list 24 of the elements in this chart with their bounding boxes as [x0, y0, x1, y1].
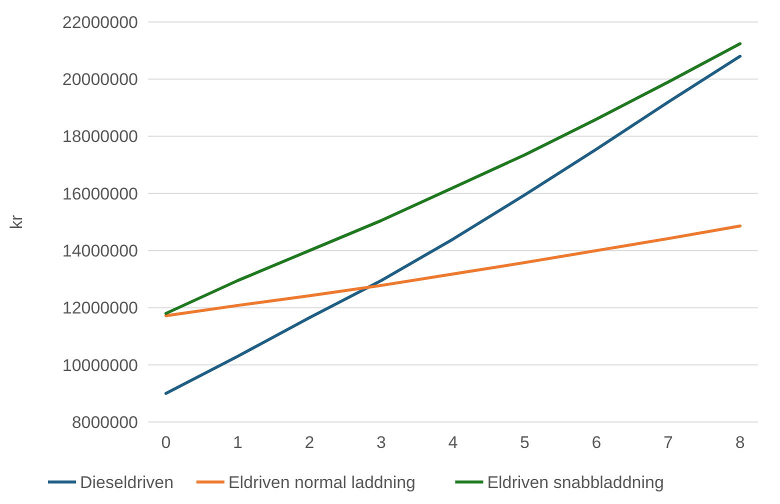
x-tick-label: 1: [232, 433, 242, 452]
x-tick-label: 2: [304, 433, 314, 452]
line-series: [164, 54, 742, 395]
y-tick-label: 16000000: [62, 184, 138, 204]
line-series: [164, 42, 742, 315]
x-tick-label: 7: [664, 433, 674, 452]
x-tick-label: 5: [520, 433, 530, 452]
y-axis-title: kr: [7, 214, 26, 230]
x-tick-label: 3: [376, 433, 386, 452]
y-tick-label: 14000000: [62, 242, 138, 261]
y-tick-label: 12000000: [62, 298, 138, 318]
y-tick-label: 8000000: [72, 412, 138, 432]
y-tick-label: 18000000: [62, 127, 138, 146]
y-tick-label: 22000000: [62, 12, 138, 32]
y-tick-label: 20000000: [62, 70, 138, 90]
x-tick-label: 0: [161, 433, 171, 452]
x-tick-label: 4: [448, 433, 458, 452]
x-tick-label: 8: [735, 433, 745, 452]
legend-label: Dieseldriven: [80, 472, 174, 492]
legend-label: Eldriven normal laddning: [228, 472, 416, 492]
y-tick-label: 10000000: [62, 356, 138, 375]
line-series: [164, 224, 742, 318]
x-tick-label: 6: [592, 433, 602, 452]
legend-label: Eldriven snabbladdning: [487, 472, 664, 492]
